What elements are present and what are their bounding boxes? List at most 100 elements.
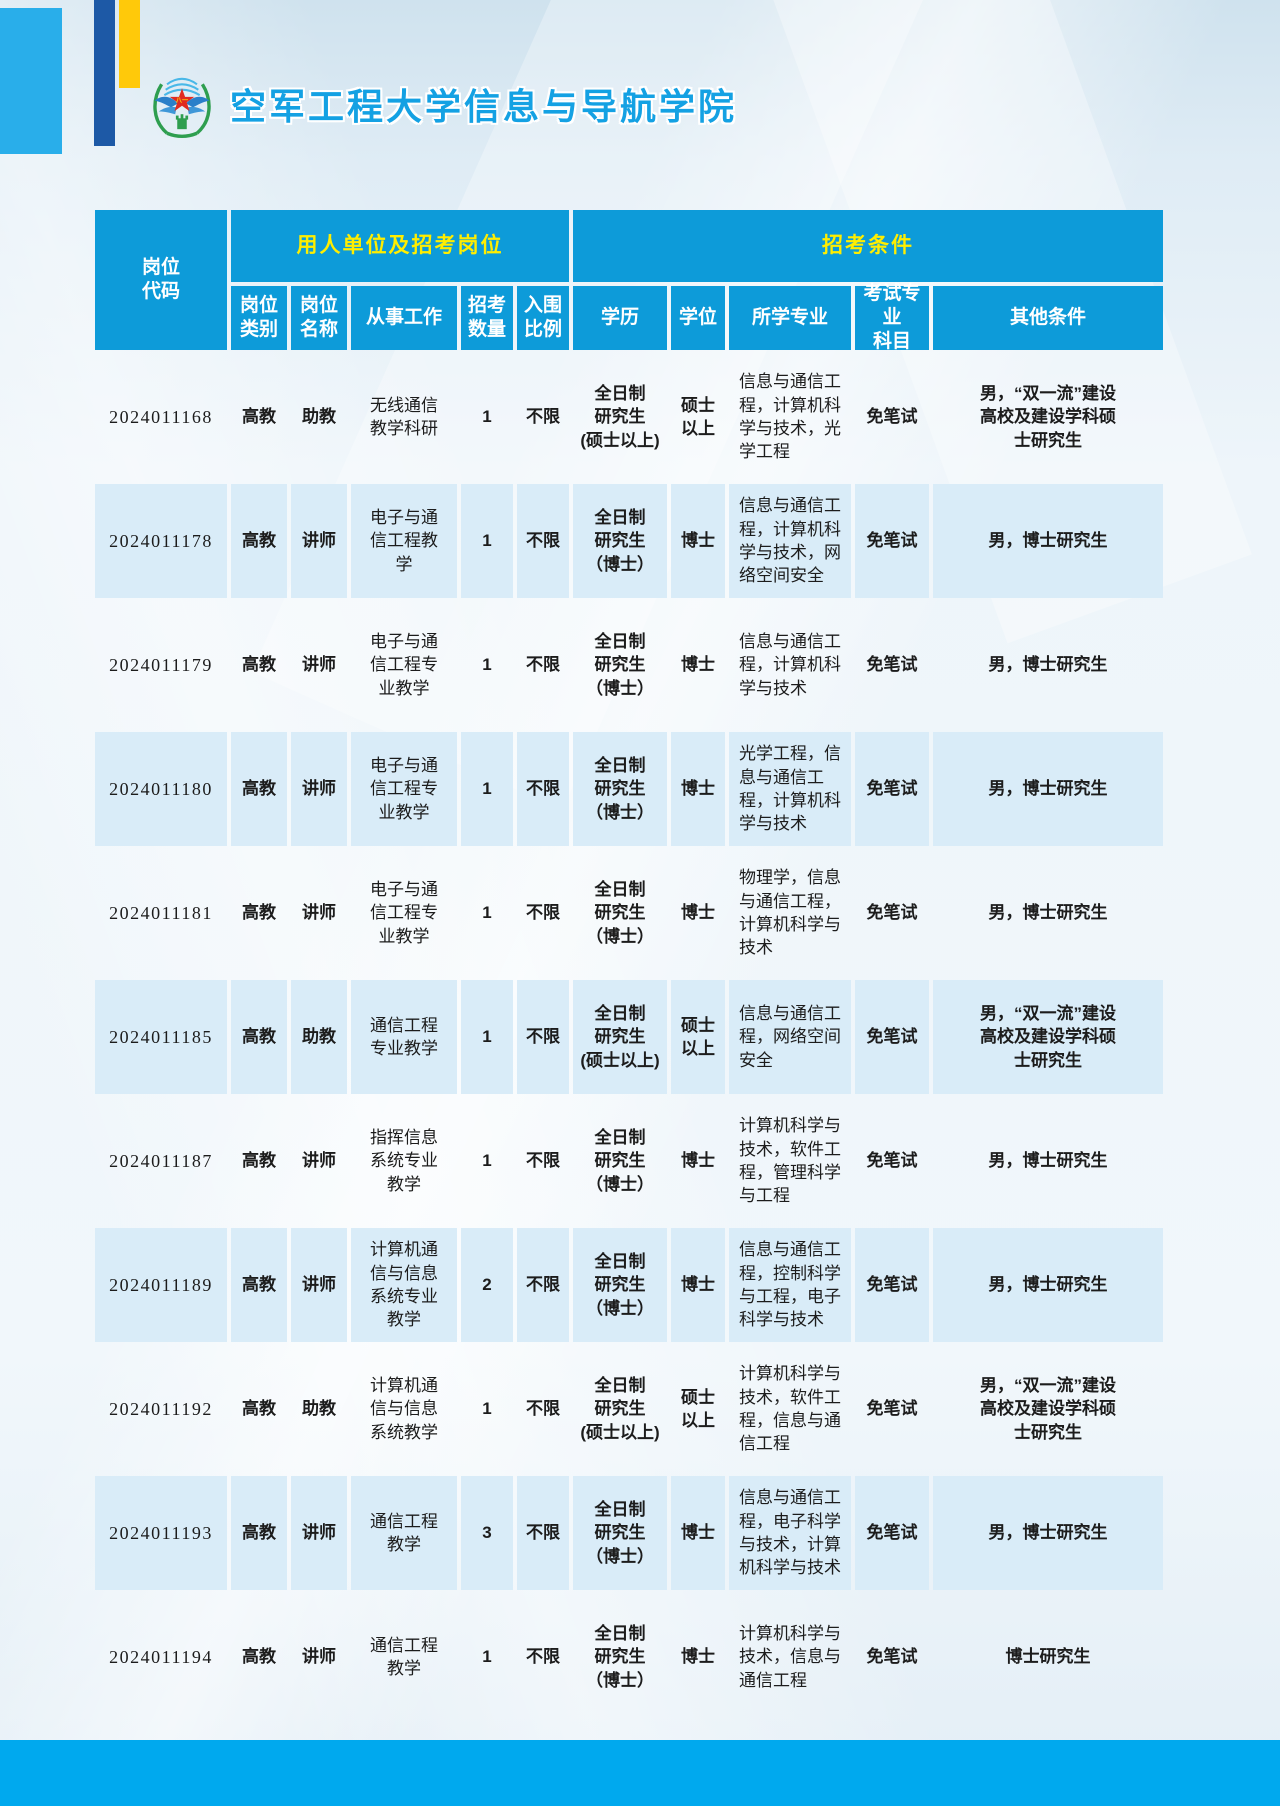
cell-position-name: 讲师 [291, 1228, 347, 1342]
cell-ratio: 不限 [526, 1647, 560, 1667]
cell-count: 1 [461, 484, 513, 598]
cell-exam-subject: 免笔试 [866, 1151, 918, 1171]
cell-majors: 计算机科学与技术，信息与通信工程 [739, 1623, 841, 1690]
cell-other-conditions: 男，博士研究生 [988, 1151, 1108, 1171]
cell-majors: 信息与通信工程，计算机科学与技术 [739, 631, 841, 698]
cell-ratio: 不限 [526, 903, 560, 923]
table-body: 2024011168 高教 助教 无线通信 教学科研 1 不限 全日制 研究生 … [95, 360, 1163, 1714]
page-title: 空军工程大学信息与导航学院 [230, 86, 738, 127]
cell-other-conditions: 男，“双一流”建设高校及建设学科硕士研究生 [980, 383, 1116, 450]
cell-degree: 博士 [671, 1476, 725, 1590]
cell-education: 全日制 研究生 （博士） [586, 1623, 654, 1690]
cell-position-code: 2024011179 [109, 654, 213, 675]
cell-position-code: 2024011192 [109, 1398, 213, 1419]
cell-education: 全日制 研究生 (硕士以上) [580, 1375, 660, 1442]
cell-category: 高教 [242, 655, 276, 675]
cell-position-code: 2024011187 [109, 1150, 213, 1171]
cell-position-code: 2024011189 [95, 1228, 227, 1342]
table-row: 2024011179 高教 讲师 电子与通 信工程专 业教学 1 不限 全日制 … [95, 608, 1163, 722]
table-row: 2024011185 高教 助教 通信工程 专业教学 1 不限 全日制 研究生 … [95, 980, 1163, 1094]
masthead: 八一 空军工程大学信息与导航学院 [148, 66, 737, 142]
corner-accent-bar [0, 8, 62, 154]
cell-exam-subject: 免笔试 [866, 1399, 918, 1419]
cell-position-code: 2024011194 [109, 1646, 213, 1667]
cell-position-code: 2024011185 [95, 980, 227, 1094]
cell-position-name: 讲师 [302, 1151, 336, 1171]
column-header-degree: 学位 [671, 286, 725, 350]
table-row: 2024011180 高教 讲师 电子与通 信工程专 业教学 1 不限 全日制 … [95, 732, 1163, 846]
cell-work: 通信工程 专业教学 [351, 980, 457, 1094]
group-header-conditions: 招考条件 [573, 210, 1163, 282]
cell-majors: 计算机科学与技术，软件工程，管理科学与工程 [739, 1116, 841, 1206]
cell-work: 电子与通 信工程专 业教学 [351, 732, 457, 846]
cell-position-code: 2024011193 [95, 1476, 227, 1590]
navy-accent-bar [94, 0, 115, 146]
cell-ratio: 不限 [517, 1476, 569, 1590]
cell-other-conditions: 男，博士研究生 [988, 655, 1108, 675]
cell-majors: 信息与通信工程，计算机科学与技术，网络空间安全 [729, 484, 851, 598]
column-header-name: 岗位 名称 [291, 286, 347, 350]
cell-education: 全日制 研究生 （博士） [586, 879, 654, 946]
cell-majors: 光学工程，信息与通信工程，计算机科学与技术 [729, 732, 851, 846]
cell-category: 高教 [231, 732, 287, 846]
table-row: 2024011187 高教 讲师 指挥信息 系统专业 教学 1 不限 全日制 研… [95, 1104, 1163, 1218]
table-row: 2024011189 高教 讲师 计算机通 信与信息 系统专业 教学 2 不限 … [95, 1228, 1163, 1342]
cell-count: 2 [461, 1228, 513, 1342]
cell-position-name: 讲师 [302, 1647, 336, 1667]
cell-degree: 博士 [681, 655, 715, 675]
cell-work: 电子与通 信工程专 业教学 [370, 631, 438, 698]
cell-exam-subject: 免笔试 [855, 1228, 929, 1342]
column-header-ratio: 入围 比例 [517, 286, 569, 350]
column-header-education: 学历 [573, 286, 667, 350]
cell-other-conditions: 男，博士研究生 [933, 1228, 1163, 1342]
cell-work: 无线通信 教学科研 [370, 395, 438, 438]
cell-exam-subject: 免笔试 [866, 407, 918, 427]
cell-position-name: 助教 [302, 1399, 336, 1419]
cell-education: 全日制 研究生 （博士） [573, 732, 667, 846]
cell-majors: 信息与通信工程，网络空间安全 [729, 980, 851, 1094]
cell-category: 高教 [231, 1228, 287, 1342]
cell-category: 高教 [242, 903, 276, 923]
cell-category: 高教 [242, 1647, 276, 1667]
university-emblem-icon: 八一 [153, 77, 211, 138]
cell-count: 1 [461, 980, 513, 1094]
cell-work: 指挥信息 系统专业 教学 [370, 1127, 438, 1194]
cell-count: 1 [482, 655, 492, 675]
cell-position-code: 2024011168 [109, 406, 213, 427]
cell-majors: 计算机科学与技术，软件工程，信息与通信工程 [739, 1364, 841, 1454]
cell-majors: 信息与通信工程，计算机科学与技术，光学工程 [739, 372, 841, 462]
cell-education: 全日制 研究生 (硕士以上) [580, 383, 660, 450]
column-header-count: 招考 数量 [461, 286, 513, 350]
cell-ratio: 不限 [517, 980, 569, 1094]
cell-education: 全日制 研究生 （博士） [573, 1228, 667, 1342]
cell-count: 1 [482, 1399, 492, 1419]
cell-degree: 硕士 以上 [681, 395, 715, 438]
column-header-majors: 所学专业 [729, 286, 851, 350]
cell-position-name: 助教 [302, 407, 336, 427]
cell-exam-subject: 免笔试 [855, 980, 929, 1094]
cell-exam-subject: 免笔试 [866, 903, 918, 923]
cell-education: 全日制 研究生 （博士） [586, 631, 654, 698]
cell-count: 1 [482, 1647, 492, 1667]
cell-work: 电子与通 信工程专 业教学 [370, 879, 438, 946]
cell-position-name: 讲师 [291, 732, 347, 846]
cell-other-conditions: 男，博士研究生 [988, 903, 1108, 923]
cell-degree: 博士 [681, 903, 715, 923]
cell-ratio: 不限 [526, 1399, 560, 1419]
cell-category: 高教 [231, 1476, 287, 1590]
cell-degree: 硕士 以上 [671, 980, 725, 1094]
column-header-other: 其他条件 [933, 286, 1163, 350]
cell-category: 高教 [231, 980, 287, 1094]
table-row: 2024011194 高教 讲师 通信工程 教学 1 不限 全日制 研究生 （博… [95, 1600, 1163, 1714]
cell-majors: 信息与通信工程，电子科学与技术，计算机科学与技术 [729, 1476, 851, 1590]
cell-count: 1 [482, 1151, 492, 1171]
cell-count: 1 [482, 903, 492, 923]
cell-education: 全日制 研究生 （博士） [573, 484, 667, 598]
cell-education: 全日制 研究生 (硕士以上) [573, 980, 667, 1094]
table-row: 2024011178 高教 讲师 电子与通 信工程教 学 1 不限 全日制 研究… [95, 484, 1163, 598]
cell-exam-subject: 免笔试 [866, 1647, 918, 1667]
table-header: 岗位 代码 用人单位及招考岗位 招考条件 岗位 类别 岗位 名称 从事工作 招考… [95, 210, 1163, 352]
column-header-category: 岗位 类别 [231, 286, 287, 350]
cell-ratio: 不限 [517, 732, 569, 846]
cell-category: 高教 [242, 1151, 276, 1171]
